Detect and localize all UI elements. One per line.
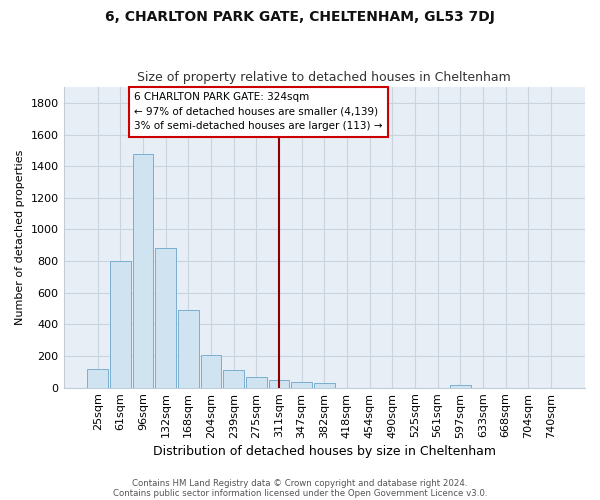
Bar [178, 310, 199, 388]
Text: 6 CHARLTON PARK GATE: 324sqm
← 97% of detached houses are smaller (4,139)
3% of : 6 CHARLTON PARK GATE: 324sqm ← 97% of de… [134, 92, 382, 132]
Text: 6, CHARLTON PARK GATE, CHELTENHAM, GL53 7DJ: 6, CHARLTON PARK GATE, CHELTENHAM, GL53 … [105, 10, 495, 24]
Bar [291, 382, 312, 388]
Bar [200, 356, 221, 388]
Bar [450, 385, 470, 388]
Y-axis label: Number of detached properties: Number of detached properties [15, 150, 25, 325]
Bar [246, 377, 267, 388]
Bar [269, 380, 289, 388]
Bar [155, 248, 176, 388]
Bar [314, 384, 335, 388]
Text: Contains HM Land Registry data © Crown copyright and database right 2024.: Contains HM Land Registry data © Crown c… [132, 478, 468, 488]
Bar [133, 154, 154, 388]
Text: Contains public sector information licensed under the Open Government Licence v3: Contains public sector information licen… [113, 488, 487, 498]
Bar [110, 261, 131, 388]
X-axis label: Distribution of detached houses by size in Cheltenham: Distribution of detached houses by size … [153, 444, 496, 458]
Bar [87, 368, 108, 388]
Title: Size of property relative to detached houses in Cheltenham: Size of property relative to detached ho… [137, 72, 511, 85]
Bar [223, 370, 244, 388]
